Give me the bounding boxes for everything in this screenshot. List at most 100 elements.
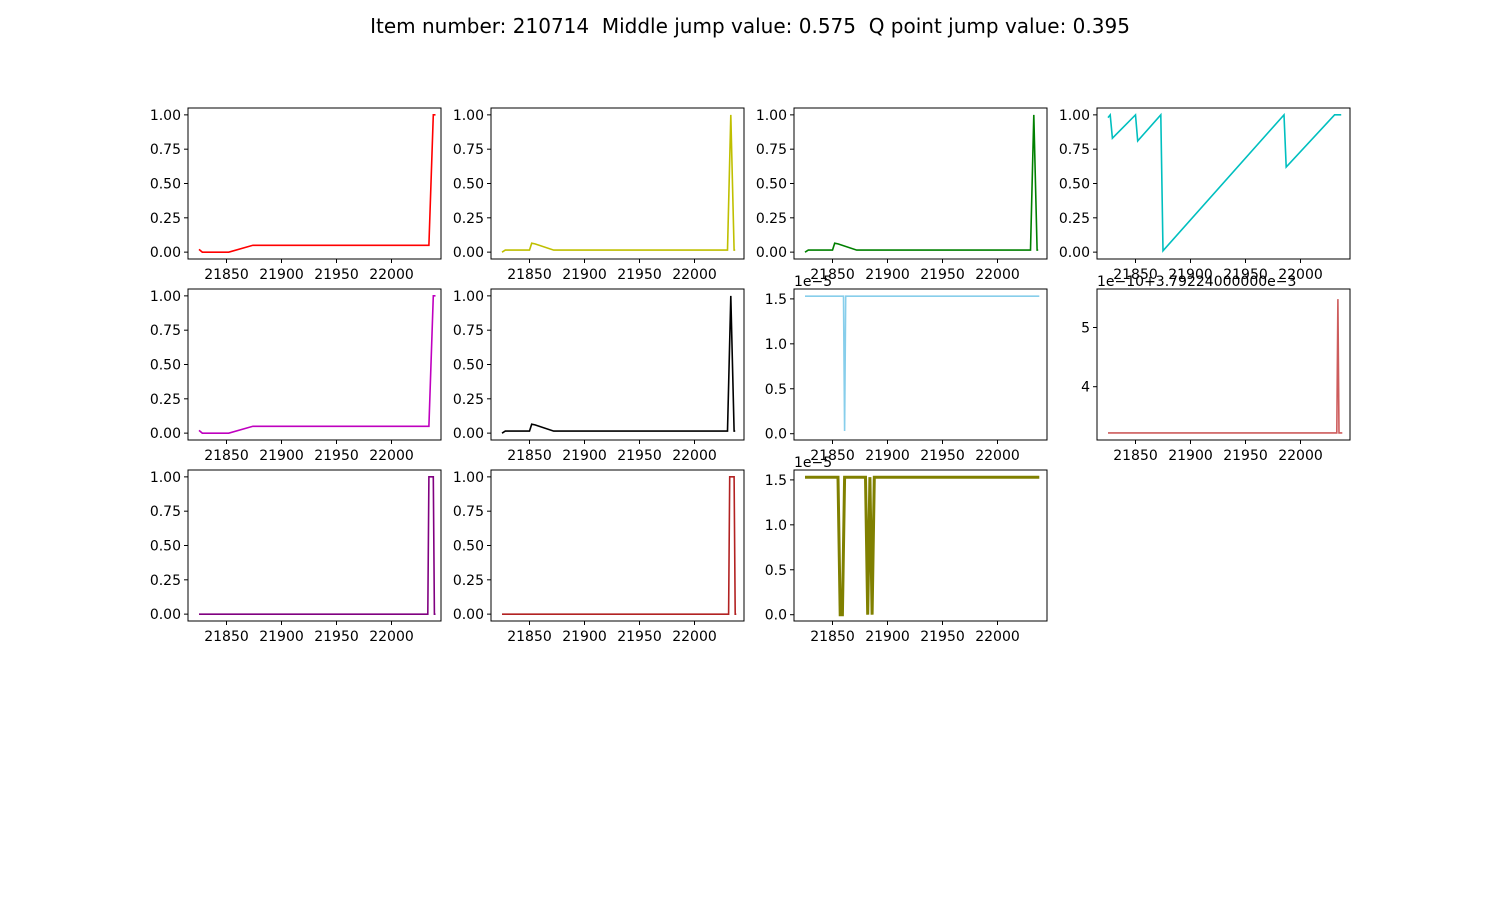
x-tick-label: 21900 <box>562 629 607 645</box>
series-line <box>501 114 736 253</box>
x-tick-label: 21950 <box>314 448 359 464</box>
x-tick-label: 22000 <box>672 267 717 283</box>
y-tick-label: 0.25 <box>150 211 181 227</box>
axes-frame <box>1096 288 1351 441</box>
subplot-1: 21850 21900 21950 22000 0.00 0.25 0.50 0.75 1.00 <box>150 107 442 283</box>
y-tick-label: 1.5 <box>765 292 787 308</box>
axis-offset-label: 1e−5 <box>794 455 832 471</box>
x-tick-label: 22000 <box>1278 267 1323 283</box>
y-tick-label: 1.00 <box>150 470 181 486</box>
x-tick-label: 21950 <box>920 448 965 464</box>
y-tick-label: 0.25 <box>150 573 181 589</box>
y-tick-label: 0.25 <box>453 211 484 227</box>
axes-frame <box>187 288 442 441</box>
x-tick-label: 22000 <box>975 629 1020 645</box>
x-tick-label: 21850 <box>810 629 855 645</box>
y-tick-label: 0.25 <box>150 392 181 408</box>
x-tick-label: 21900 <box>1168 448 1213 464</box>
series-line <box>198 295 436 434</box>
y-tick-label: 0.50 <box>150 358 181 374</box>
axes-frame <box>187 469 442 622</box>
x-tick-label: 21950 <box>1223 267 1268 283</box>
y-tick-label: 1.00 <box>150 289 181 305</box>
series-line <box>1107 112 1342 253</box>
series-line <box>805 475 1040 617</box>
y-tick-label: 0.75 <box>453 142 484 158</box>
y-tick-label: 0.25 <box>1059 211 1090 227</box>
series-line <box>805 295 1040 432</box>
x-tick-label: 22000 <box>1278 448 1323 464</box>
axes-frame <box>187 107 442 260</box>
y-tick-label: 0.75 <box>1059 142 1090 158</box>
axis-offset-label: 1e−10+3.79224000000e−3 <box>1097 274 1296 290</box>
y-tick-label: 0.75 <box>150 504 181 520</box>
x-tick-label: 21950 <box>1223 448 1268 464</box>
y-tick-label: 0.75 <box>150 323 181 339</box>
axes-frame <box>490 288 745 441</box>
x-tick-label: 21950 <box>314 629 359 645</box>
x-tick-label: 21850 <box>810 448 855 464</box>
y-tick-label: 0.75 <box>150 142 181 158</box>
y-tick-label: 0.25 <box>756 211 787 227</box>
y-tick-label: 0.5 <box>765 563 787 579</box>
subplot-3: 21850 21900 21950 22000 0.00 0.25 0.50 0.75 1.00 <box>756 107 1048 283</box>
y-tick-label: 0.00 <box>453 607 484 623</box>
x-tick-label: 22000 <box>672 448 717 464</box>
x-tick-label: 21900 <box>562 267 607 283</box>
y-tick-label: 0.25 <box>453 392 484 408</box>
subplot-7: 21850 21900 21950 22000 0.0 0.5 1.0 1.5 1e−5 <box>765 274 1048 464</box>
subplot-10: 21850 21900 21950 22000 0.00 0.25 0.50 0.75 1.00 <box>453 469 745 645</box>
y-tick-label: 0.00 <box>150 426 181 442</box>
y-tick-label: 1.00 <box>453 289 484 305</box>
y-tick-label: 0.00 <box>453 245 484 261</box>
series-line <box>199 476 436 615</box>
y-tick-label: 0.50 <box>1059 177 1090 193</box>
figure-title: Item number: 210714 Middle jump value: 0… <box>370 14 1130 38</box>
y-tick-label: 0.00 <box>150 245 181 261</box>
y-tick-label: 1.00 <box>150 108 181 124</box>
series-line <box>198 114 436 253</box>
y-tick-label: 1.00 <box>1059 108 1090 124</box>
x-tick-label: 21850 <box>204 267 249 283</box>
y-tick-label: 0.0 <box>765 427 787 443</box>
y-tick-label: 0.25 <box>453 573 484 589</box>
x-tick-label: 21900 <box>865 267 910 283</box>
x-tick-label: 21850 <box>810 267 855 283</box>
series-line <box>1108 299 1343 434</box>
y-tick-label: 5 <box>1081 320 1090 336</box>
y-tick-label: 1.0 <box>765 518 787 534</box>
x-tick-label: 22000 <box>672 629 717 645</box>
x-tick-label: 21950 <box>920 629 965 645</box>
axis-offset-label: 1e−5 <box>794 274 832 290</box>
subplot-11: 21850 21900 21950 22000 0.0 0.5 1.0 1.5 1e−5 <box>765 455 1048 645</box>
subplot-6: 21850 21900 21950 22000 0.00 0.25 0.50 0.75 1.00 <box>453 288 745 464</box>
x-tick-label: 21950 <box>617 629 662 645</box>
y-tick-label: 1.0 <box>765 337 787 353</box>
y-tick-label: 0.50 <box>150 539 181 555</box>
axes-frame <box>490 107 745 260</box>
series-line <box>804 114 1039 253</box>
x-tick-label: 21900 <box>259 629 304 645</box>
y-tick-label: 0.75 <box>453 323 484 339</box>
x-tick-label: 21850 <box>1113 448 1158 464</box>
y-tick-label: 0.5 <box>765 382 787 398</box>
x-tick-label: 21900 <box>865 629 910 645</box>
subplot-8: 21850 21900 21950 22000 4 5 1e−10+3.7922400000… <box>1081 274 1351 464</box>
y-tick-label: 0.50 <box>453 177 484 193</box>
y-tick-label: 1.00 <box>756 108 787 124</box>
subplot-5: 21850 21900 21950 22000 0.00 0.25 0.50 0.75 1.00 <box>150 288 442 464</box>
y-tick-label: 0.0 <box>765 608 787 624</box>
x-tick-label: 21900 <box>259 448 304 464</box>
x-tick-label: 22000 <box>369 448 414 464</box>
y-tick-label: 1.5 <box>765 473 787 489</box>
axes-frame <box>490 469 745 622</box>
y-tick-label: 0.00 <box>150 607 181 623</box>
y-tick-label: 0.75 <box>756 142 787 158</box>
x-tick-label: 21950 <box>920 267 965 283</box>
x-tick-label: 21850 <box>204 448 249 464</box>
y-tick-label: 0.50 <box>150 177 181 193</box>
x-tick-label: 21950 <box>617 267 662 283</box>
axes-frame <box>793 107 1048 260</box>
x-tick-label: 21950 <box>617 448 662 464</box>
y-tick-label: 1.00 <box>453 108 484 124</box>
